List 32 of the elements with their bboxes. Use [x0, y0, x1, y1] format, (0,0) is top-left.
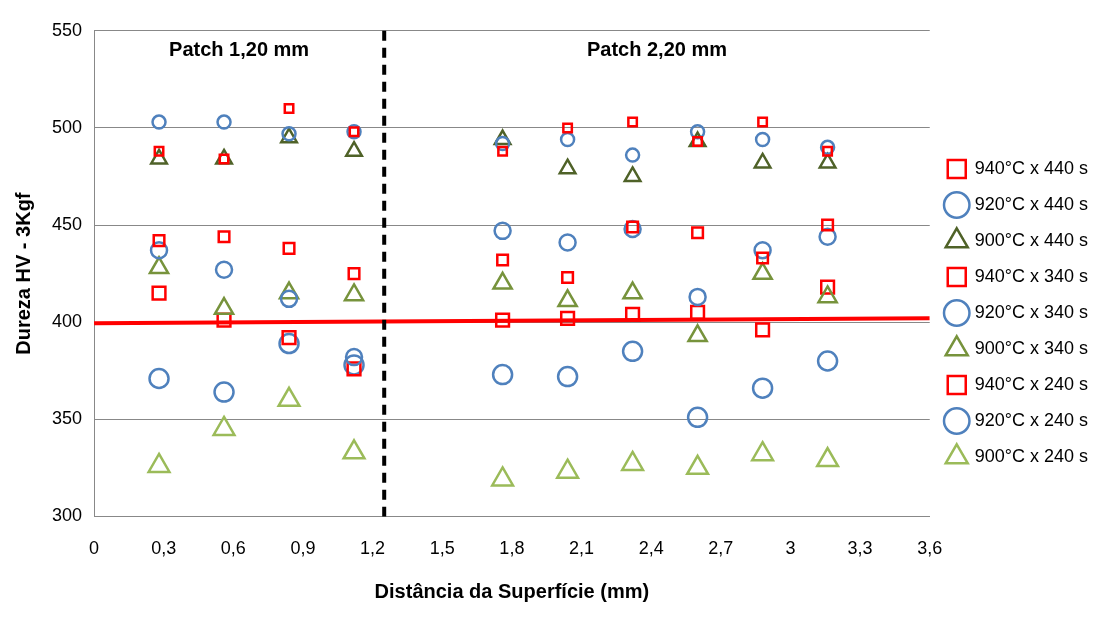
- x-tick-label: 0: [89, 538, 100, 559]
- x-tick-label: 0,6: [220, 538, 246, 559]
- y-tick-label: 350: [51, 408, 83, 429]
- annotation: Patch 2,20 mm: [586, 38, 728, 61]
- x-tick-label: 1,2: [360, 538, 386, 559]
- legend-label: 920°C x 240 s: [974, 409, 1088, 430]
- legend-label: 920°C x 340 s: [974, 301, 1088, 322]
- x-tick-label: 3: [785, 538, 796, 559]
- y-tick-label: 450: [51, 214, 83, 235]
- legend-label: 900°C x 240 s: [974, 445, 1088, 466]
- legend-label: 940°C x 440 s: [974, 157, 1088, 178]
- y-tick-label: 550: [51, 19, 83, 40]
- x-tick-label: 0,3: [151, 538, 177, 559]
- x-tick-label: 1,8: [499, 538, 525, 559]
- x-axis-title: Distância da Superfície (mm): [374, 579, 650, 602]
- x-tick-label: 3,6: [917, 538, 943, 559]
- y-tick-label: 300: [51, 505, 83, 526]
- x-tick-label: 2,7: [708, 538, 734, 559]
- legend-label: 920°C x 440 s: [974, 193, 1088, 214]
- y-axis-title: Dureza HV - 3Kgf: [11, 192, 34, 355]
- legend-label: 900°C x 340 s: [974, 337, 1088, 358]
- x-tick-label: 0,9: [290, 538, 316, 559]
- x-tick-label: 3,3: [847, 538, 873, 559]
- legend-label: 900°C x 440 s: [974, 229, 1088, 250]
- legend-label: 940°C x 240 s: [974, 373, 1088, 394]
- x-tick-label: 1,5: [429, 538, 455, 559]
- y-tick-label: 500: [51, 116, 83, 137]
- x-tick-label: 2,1: [569, 538, 595, 559]
- y-tick-label: 400: [51, 311, 83, 332]
- x-tick-label: 2,4: [638, 538, 664, 559]
- legend-label: 940°C x 340 s: [974, 265, 1088, 286]
- annotation: Patch 1,20 mm: [169, 38, 310, 61]
